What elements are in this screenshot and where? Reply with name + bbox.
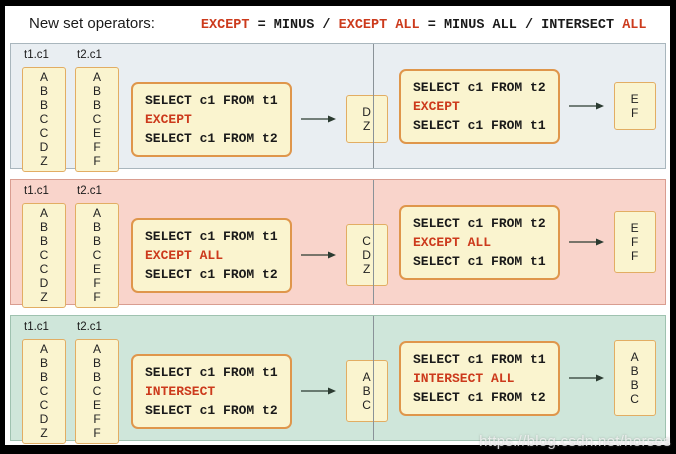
query-line-2: SELECT c1 FROM t2: [413, 389, 546, 405]
table-column-t1: A B B C C D Z: [22, 339, 66, 444]
source-tables: t1.c1 A B B C C D Z t2.c1 A B B C E F F: [22, 320, 119, 444]
panel-except-all-left: t1.c1 A B B C C D Z t2.c1 A B B C E F F …: [11, 180, 388, 308]
query-line-2: SELECT c1 FROM t2: [145, 266, 278, 282]
arrow-icon: [568, 238, 604, 246]
query-line-1: SELECT c1 FROM t1: [413, 351, 546, 367]
eq-segment-minus: = MINUS /: [249, 18, 339, 33]
table-label-t1: t1.c1: [24, 185, 49, 197]
query-operator: EXCEPT ALL: [413, 234, 492, 250]
table-t1: t1.c1 A B B C C D Z: [22, 320, 66, 444]
query-line-1: SELECT c1 FROM t2: [413, 215, 546, 231]
eq-segment-except: EXCEPT: [200, 18, 250, 33]
panel-intersect-right: SELECT c1 FROM t1 INTERSECT ALL SELECT c…: [373, 316, 665, 440]
query-box: SELECT c1 FROM t1 EXCEPT ALL SELECT c1 F…: [131, 217, 292, 293]
panel-except-left: t1.c1 A B B C C D Z t2.c1 A B B C E F F …: [11, 44, 388, 172]
table-t2: t2.c1 A B B C E F F: [75, 184, 119, 308]
query-line-2: SELECT c1 FROM t2: [145, 130, 278, 146]
query-flow: SELECT c1 FROM t1 EXCEPT ALL SELECT c1 F…: [131, 217, 388, 293]
panel-intersect: t1.c1 A B B C C D Z t2.c1 A B B C E F F …: [10, 315, 666, 444]
table-label-t1: t1.c1: [24, 321, 49, 333]
query-flow: SELECT c1 FROM t2 EXCEPT SELECT c1 FROM …: [399, 68, 656, 144]
page-title: New set operators:: [29, 15, 155, 32]
watermark: https://blog.csdn.net/horses: [479, 433, 671, 450]
result-box: D Z: [345, 95, 388, 143]
query-operator: INTERSECT: [145, 383, 216, 399]
query-line-1: SELECT c1 FROM t1: [145, 92, 278, 108]
result-box: E F F: [613, 211, 656, 273]
query-line-1: SELECT c1 FROM t1: [145, 364, 278, 380]
query-line-2: SELECT c1 FROM t1: [413, 253, 546, 269]
table-t2: t2.c1 A B B C E F F: [75, 320, 119, 444]
eq-segment-intersect: INTERSECT: [541, 18, 623, 33]
table-t1: t1.c1 A B B C C D Z: [22, 48, 66, 172]
table-t1: t1.c1 A B B C C D Z: [22, 184, 66, 308]
query-line-2: SELECT c1 FROM t1: [413, 117, 546, 133]
query-flow: SELECT c1 FROM t2 EXCEPT ALL SELECT c1 F…: [399, 204, 656, 280]
result-box: A B C: [345, 360, 388, 422]
panel-except-all-right: SELECT c1 FROM t2 EXCEPT ALL SELECT c1 F…: [373, 180, 665, 304]
arrow-icon: [568, 102, 604, 110]
query-box: SELECT c1 FROM t2 EXCEPT ALL SELECT c1 F…: [399, 204, 560, 280]
source-tables: t1.c1 A B B C C D Z t2.c1 A B B C E F F: [22, 48, 119, 172]
query-operator: EXCEPT ALL: [145, 247, 224, 263]
query-flow: SELECT c1 FROM t1 INTERSECT SELECT c1 FR…: [131, 353, 388, 429]
table-label-t1: t1.c1: [24, 49, 49, 61]
result-box: A B B C: [613, 340, 656, 416]
source-tables: t1.c1 A B B C C D Z t2.c1 A B B C E F F: [22, 184, 119, 308]
table-column-t2: A B B C E F F: [75, 203, 119, 308]
query-box: SELECT c1 FROM t2 EXCEPT SELECT c1 FROM …: [399, 68, 560, 144]
query-operator: INTERSECT ALL: [413, 370, 515, 386]
query-flow: SELECT c1 FROM t1 INTERSECT ALL SELECT c…: [399, 340, 656, 416]
result-box: C D Z: [345, 224, 388, 286]
query-operator: EXCEPT: [145, 111, 192, 127]
panel-except-all: t1.c1 A B B C C D Z t2.c1 A B B C E F F …: [10, 179, 666, 308]
panel-except: t1.c1 A B B C C D Z t2.c1 A B B C E F F …: [10, 43, 666, 172]
table-column-t2: A B B C E F F: [75, 67, 119, 172]
query-flow: SELECT c1 FROM t1 EXCEPT SELECT c1 FROM …: [131, 81, 388, 157]
table-label-t2: t2.c1: [77, 321, 102, 333]
title-row: New set operators: EXCEPT = MINUS / EXCE…: [5, 6, 670, 43]
panel-intersect-left: t1.c1 A B B C C D Z t2.c1 A B B C E F F …: [11, 316, 388, 444]
query-box: SELECT c1 FROM t1 INTERSECT ALL SELECT c…: [399, 340, 560, 416]
query-box: SELECT c1 FROM t1 INTERSECT SELECT c1 FR…: [131, 353, 292, 429]
table-label-t2: t2.c1: [77, 49, 102, 61]
table-column-t2: A B B C E F F: [75, 339, 119, 444]
operator-equivalence: EXCEPT = MINUS / EXCEPT ALL = MINUS ALL …: [201, 18, 647, 33]
diagram-canvas: New set operators: EXCEPT = MINUS / EXCE…: [5, 6, 670, 445]
table-t2: t2.c1 A B B C E F F: [75, 48, 119, 172]
eq-segment-except-all: EXCEPT ALL: [338, 18, 420, 33]
arrow-icon: [568, 374, 604, 382]
table-column-t1: A B B C C D Z: [22, 203, 66, 308]
query-line-2: SELECT c1 FROM t2: [145, 402, 278, 418]
result-box: E F: [613, 82, 656, 130]
table-column-t1: A B B C C D Z: [22, 67, 66, 172]
query-operator: EXCEPT: [413, 98, 460, 114]
query-line-1: SELECT c1 FROM t1: [145, 228, 278, 244]
eq-segment-all: ALL: [622, 18, 647, 33]
query-line-1: SELECT c1 FROM t2: [413, 79, 546, 95]
arrow-icon: [300, 387, 336, 395]
arrow-icon: [300, 115, 336, 123]
eq-segment-minus-all: = MINUS ALL /: [419, 18, 542, 33]
table-label-t2: t2.c1: [77, 185, 102, 197]
panel-except-right: SELECT c1 FROM t2 EXCEPT SELECT c1 FROM …: [373, 44, 665, 168]
arrow-icon: [300, 251, 336, 259]
query-box: SELECT c1 FROM t1 EXCEPT SELECT c1 FROM …: [131, 81, 292, 157]
